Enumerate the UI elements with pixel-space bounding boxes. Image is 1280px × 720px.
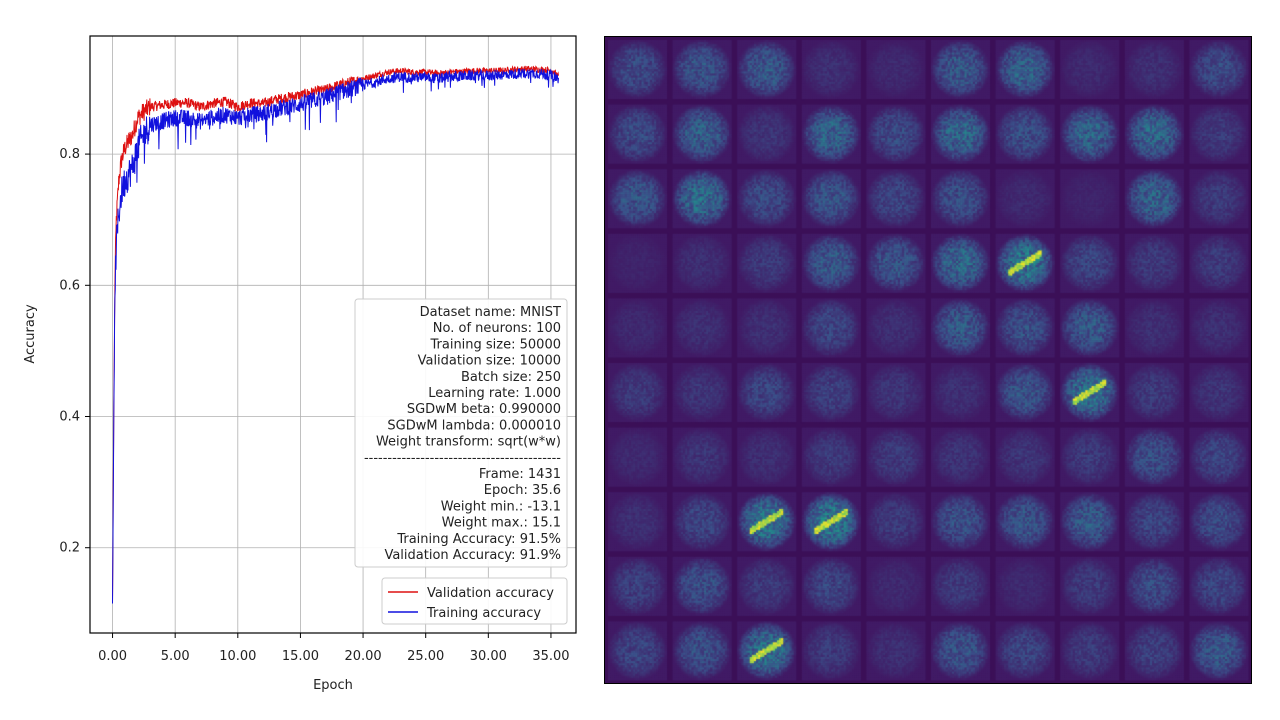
info-line: Validation size: 10000 xyxy=(418,354,561,369)
neuron-weights-heatmap xyxy=(604,36,1252,684)
y-axis-title: Accuracy xyxy=(23,304,38,364)
info-line: SGDwM lambda: 0.000010 xyxy=(387,418,561,433)
info-line: Learning rate: 1.000 xyxy=(428,386,561,401)
legend-frame xyxy=(381,577,568,625)
info-line: Weight max.: 15.1 xyxy=(442,516,561,531)
info-line: Batch size: 250 xyxy=(461,370,561,385)
x-tick-label: 15.00 xyxy=(282,649,319,664)
weights-canvas xyxy=(605,37,1251,683)
x-tick-label: 35.00 xyxy=(532,649,569,664)
info-line: Training Accuracy: 91.5% xyxy=(396,532,561,547)
axis-ticks: 0.00 5.00 10.00 15.00 20.00 25.00 30.00 35.00 0.… xyxy=(59,147,569,664)
legend: Validation accuracy Training accuracy xyxy=(381,577,568,625)
series-line-validation xyxy=(112,65,559,604)
x-tick-label: 30.00 xyxy=(470,649,507,664)
y-tick-label: 0.8 xyxy=(59,147,80,162)
y-tick-label: 0.2 xyxy=(59,541,80,556)
accuracy-chart: 0.00 5.00 10.00 15.00 20.00 25.00 30.00 35.00 0.… xyxy=(0,0,600,720)
info-line: Frame: 1431 xyxy=(479,467,561,482)
x-tick-label: 0.00 xyxy=(98,649,127,664)
series-lines xyxy=(112,65,559,604)
info-line: Weight transform: sqrt(w*w) xyxy=(376,435,561,450)
info-line: Epoch: 35.6 xyxy=(484,483,561,498)
y-tick-label: 0.4 xyxy=(59,410,80,425)
x-tick-label: 10.00 xyxy=(219,649,256,664)
x-tick-label: 20.00 xyxy=(344,649,381,664)
x-axis-title: Epoch xyxy=(313,678,353,693)
info-line: Training size: 50000 xyxy=(429,337,561,352)
info-line: Dataset name: MNIST xyxy=(420,305,561,320)
legend-label-validation: Validation accuracy xyxy=(427,586,554,601)
x-tick-label: 25.00 xyxy=(407,649,444,664)
x-tick-label: 5.00 xyxy=(161,649,190,664)
info-line: No. of neurons: 100 xyxy=(433,321,561,336)
info-line: ----------------------------------------… xyxy=(364,451,561,466)
y-tick-label: 0.6 xyxy=(59,278,80,293)
series-line-training xyxy=(112,68,559,604)
info-box-frame xyxy=(354,298,568,568)
info-line: Validation Accuracy: 91.9% xyxy=(384,548,561,563)
legend-label-training: Training accuracy xyxy=(426,606,541,621)
info-line: SGDwM beta: 0.990000 xyxy=(407,402,561,417)
info-line: Weight min.: -13.1 xyxy=(441,499,561,514)
plot-frame xyxy=(89,35,577,634)
